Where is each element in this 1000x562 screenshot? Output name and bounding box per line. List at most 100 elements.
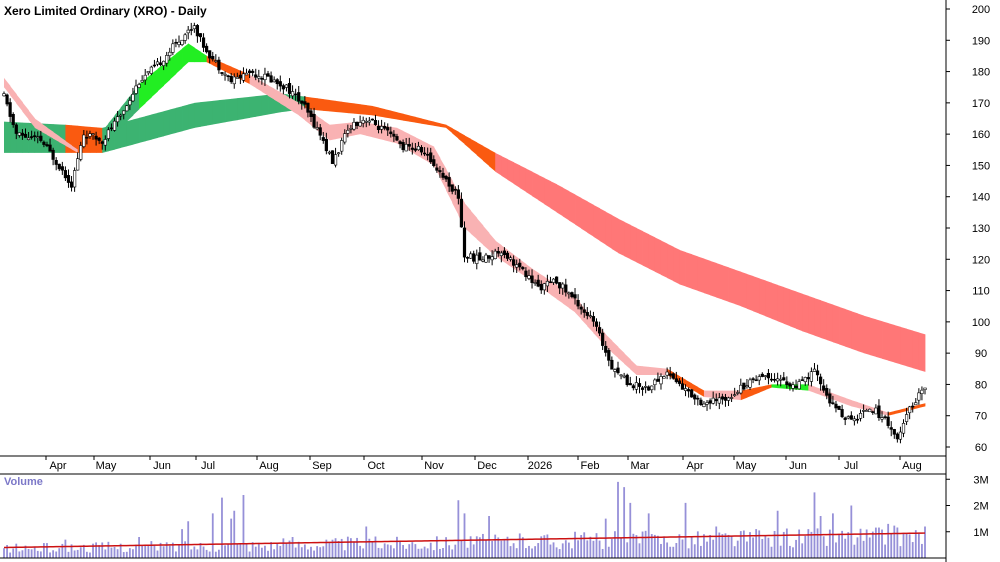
candle-body (760, 373, 764, 377)
candle-body (917, 392, 921, 401)
date-tick-label: May (736, 460, 757, 472)
volume-bar (24, 545, 27, 558)
volume-bar (874, 527, 877, 558)
price-tick-label: 100 (972, 317, 990, 329)
volume-bar (899, 546, 902, 558)
volume-bar (463, 513, 466, 558)
volume-bar (475, 536, 478, 558)
candle-body (315, 127, 319, 130)
date-tick-label: Oct (367, 460, 384, 472)
long-ma-ribbon-segment (728, 267, 736, 305)
long-ma-ribbon-segment (851, 311, 858, 351)
candle-body (73, 170, 77, 188)
candle-body (717, 397, 721, 404)
volume-bar (67, 551, 70, 558)
volume-bar (868, 537, 871, 558)
short-ma-ribbon-segment (163, 58, 171, 86)
volume-bar (402, 545, 404, 558)
short-ma-ribbon-segment (286, 95, 293, 112)
volume-bar (322, 546, 325, 558)
candle-body (17, 132, 21, 136)
candle-body (487, 255, 491, 259)
long-ma-ribbon-segment (568, 191, 576, 225)
candle-body (886, 416, 890, 426)
candle-body (5, 94, 9, 105)
price-tick-label: 80 (975, 379, 987, 391)
short-ma-ribbon-segment (59, 136, 66, 146)
volume-bar (435, 536, 438, 558)
volume-bar (816, 528, 819, 558)
candle-body (208, 50, 212, 59)
candle-body (502, 250, 507, 255)
candle-body (769, 378, 774, 381)
volume-bar (681, 539, 684, 558)
candle-body (812, 368, 817, 372)
candle-body (699, 399, 703, 405)
candle-body (260, 78, 264, 80)
volume-bar (21, 550, 24, 558)
short-ma-ribbon-segment (839, 395, 846, 405)
candle-body (413, 148, 417, 151)
volume-bar (859, 528, 862, 558)
volume-bar (3, 548, 5, 558)
candle-body (650, 385, 654, 391)
volume-bar (70, 544, 73, 558)
candle-body (644, 386, 648, 388)
candle-body (128, 100, 132, 106)
long-ma-ribbon-segment (863, 315, 871, 356)
volume-bar (178, 544, 180, 558)
volume-bar (380, 548, 383, 558)
volume-bar (485, 540, 487, 558)
candle-body (855, 418, 860, 421)
volume-tick-label: 2M (973, 501, 988, 513)
candle-body (570, 292, 574, 298)
volume-bar (785, 528, 788, 558)
short-ma-ribbon-segment (280, 92, 287, 108)
long-ma-ribbon-segment (544, 177, 551, 209)
candle-body (846, 416, 850, 419)
long-ma-ribbon-segment (587, 201, 594, 237)
long-ma-ribbon-segment (814, 298, 822, 338)
long-ma-ribbon-segment (489, 149, 496, 172)
short-ma-ribbon-segment (882, 410, 889, 416)
volume-bar (472, 544, 475, 558)
volume-bar (205, 549, 208, 558)
candle-body (690, 389, 694, 398)
volume-bar (586, 540, 589, 558)
candle-body (505, 252, 510, 259)
volume-bar (758, 530, 761, 558)
candle-body (484, 254, 488, 263)
short-ma-ribbon-segment (261, 81, 269, 96)
volume-bar (822, 536, 825, 558)
candle-body (677, 380, 681, 384)
volume-bar (549, 544, 552, 558)
short-ma-ribbon-segment (200, 51, 208, 63)
volume-bar (460, 540, 463, 558)
candle-body (561, 283, 565, 289)
volume-bar (746, 541, 748, 558)
volume-bar (792, 547, 794, 558)
long-ma-ribbon-segment (630, 224, 637, 263)
volume-bar (138, 537, 140, 558)
candle-body (444, 175, 448, 180)
candle-body (607, 350, 611, 361)
volume-bar (359, 545, 362, 558)
long-ma-ribbon-segment (618, 218, 625, 257)
candle-body (797, 381, 801, 390)
volume-bar (703, 534, 705, 558)
volume-bar (844, 538, 847, 558)
candle-body (137, 84, 141, 88)
volume-bar (503, 540, 506, 558)
long-ma-ribbon-segment (317, 98, 324, 111)
candle-body (251, 70, 255, 73)
candle-body (904, 414, 909, 422)
price-tick-label: 200 (972, 4, 990, 16)
candle-body (613, 369, 617, 372)
volume-bar (334, 538, 337, 558)
volume-bar (543, 535, 546, 558)
candle-body (85, 136, 89, 139)
long-ma-ribbon-segment (501, 156, 508, 180)
candle-body (294, 93, 298, 96)
long-ma-ribbon-segment (538, 174, 545, 205)
long-ma-ribbon-segment (532, 171, 539, 201)
